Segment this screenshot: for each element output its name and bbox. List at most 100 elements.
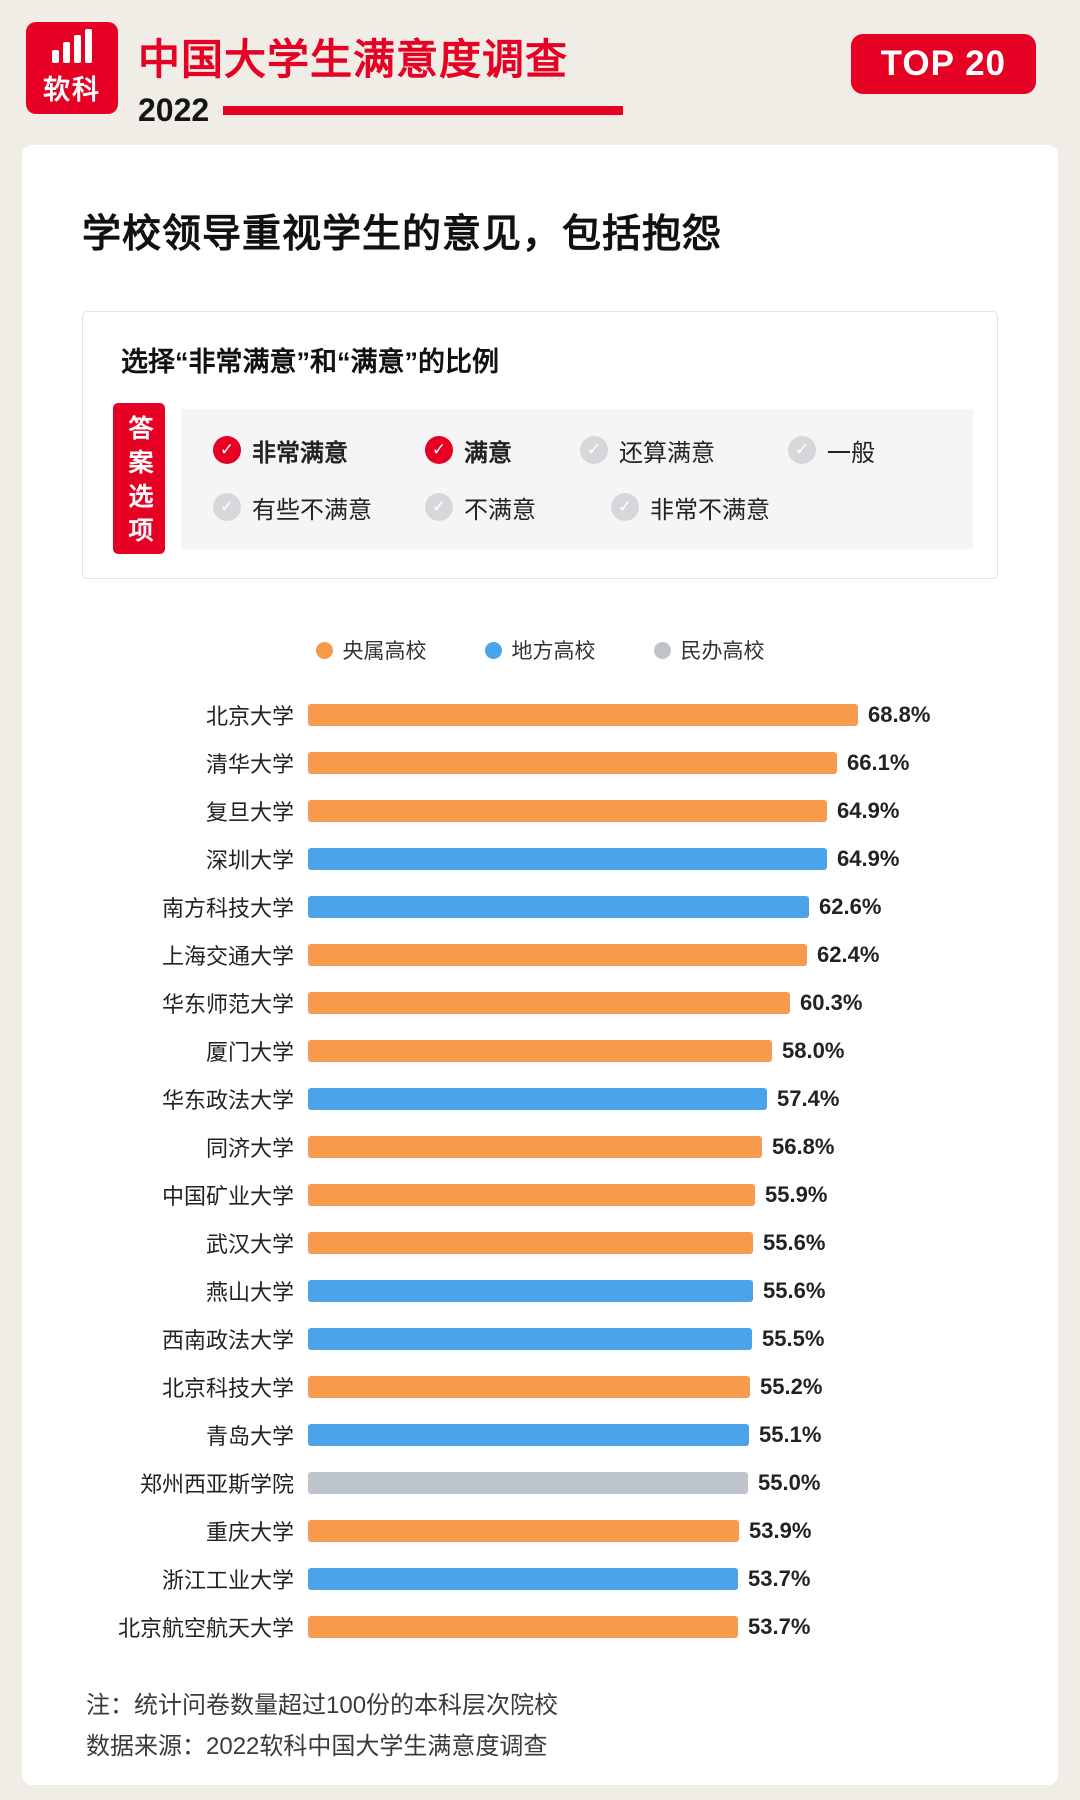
value-label: 60.3% <box>800 990 863 1015</box>
university-label: 燕山大学 <box>205 1280 294 1305</box>
bar-row: 北京科技大学 55.2% <box>82 1363 998 1411</box>
value-label: 55.1% <box>759 1422 822 1447</box>
legend-item: 央属高校 <box>315 635 427 665</box>
bar-row: 南方科技大学 62.6% <box>82 883 998 931</box>
bar-row: 华东政法大学 57.4% <box>82 1075 998 1123</box>
option-label: 有些不满意 <box>252 496 372 524</box>
bar-row: 重庆大学 53.9% <box>82 1507 998 1555</box>
checkmark-icon: ✓ <box>788 436 816 464</box>
bar-row: 青岛大学 55.1% <box>82 1411 998 1459</box>
bar-track: 55.5% <box>308 1326 998 1352</box>
university-label: 郑州西亚斯学院 <box>139 1472 294 1497</box>
value-bar <box>308 1136 762 1158</box>
checkmark-icon: ✓ <box>580 436 608 464</box>
value-label: 57.4% <box>777 1086 840 1111</box>
bar-row: 厦门大学 58.0% <box>82 1027 998 1075</box>
option-label: 不满意 <box>464 496 536 524</box>
bar-row: 北京航空航天大学 53.7% <box>82 1603 998 1651</box>
option-label: 非常满意 <box>252 439 348 467</box>
value-bar <box>308 896 809 918</box>
value-bar <box>308 752 837 774</box>
bar-row: 复旦大学 64.9% <box>82 787 998 835</box>
value-bar <box>308 1280 753 1302</box>
bar-chart-logo-icon <box>52 29 92 63</box>
bar-row: 武汉大学 55.6% <box>82 1219 998 1267</box>
bar-track: 53.9% <box>308 1518 998 1544</box>
value-label: 64.9% <box>837 846 900 871</box>
bar-track: 66.1% <box>308 750 998 776</box>
options-row: ✓ 有些不满意 ✓ 不满意 ✓ 非常不满意 <box>213 490 957 525</box>
bar-row: 深圳大学 64.9% <box>82 835 998 883</box>
bar-track: 55.6% <box>308 1230 998 1256</box>
answer-options-panel: ✓ 非常满意 ✓ 满意 ✓ 还算满意 ✓ 一般 ✓ 有些不满意 ✓ 不满意 ✓ 非常不满意 <box>181 408 973 549</box>
value-bar <box>308 704 858 726</box>
value-label: 56.8% <box>772 1134 835 1159</box>
value-label: 55.6% <box>763 1230 826 1255</box>
value-label: 64.9% <box>837 798 900 823</box>
university-label: 清华大学 <box>205 752 294 777</box>
bar-row: 上海交通大学 62.4% <box>82 931 998 979</box>
legend-dot-icon <box>315 641 333 659</box>
title-underline <box>223 106 624 115</box>
option-checked: ✓ 非常满意 <box>213 433 425 468</box>
footnotes: 注：统计问卷数量超过100份的本科层次院校 数据来源：2022软科中国大学生满意… <box>82 1685 998 1767</box>
value-label: 58.0% <box>782 1038 845 1063</box>
checkmark-icon: ✓ <box>425 436 453 464</box>
value-label: 53.7% <box>748 1614 811 1639</box>
value-label: 62.6% <box>819 894 882 919</box>
option-unchecked: ✓ 还算满意 <box>580 433 788 468</box>
content-card: 学校领导重视学生的意见，包括抱怨 选择“非常满意”和“满意”的比例 答案选项 ✓… <box>22 145 1058 1785</box>
value-label: 53.9% <box>749 1518 812 1543</box>
bar-row: 燕山大学 55.6% <box>82 1267 998 1315</box>
checkmark-icon: ✓ <box>213 436 241 464</box>
bar-track: 55.9% <box>308 1182 998 1208</box>
university-label: 厦门大学 <box>205 1040 294 1065</box>
value-bar <box>308 1328 752 1350</box>
university-label: 华东政法大学 <box>161 1088 294 1113</box>
value-bar <box>308 1184 755 1206</box>
university-label: 北京航空航天大学 <box>117 1616 294 1641</box>
value-bar <box>308 1520 739 1542</box>
bar-row: 同济大学 56.8% <box>82 1123 998 1171</box>
value-label: 62.4% <box>817 942 880 967</box>
bar-track: 55.1% <box>308 1422 998 1448</box>
bar-row: 中国矿业大学 55.9% <box>82 1171 998 1219</box>
university-label: 深圳大学 <box>205 848 294 873</box>
bar-track: 60.3% <box>308 990 998 1016</box>
value-label: 53.7% <box>748 1566 811 1591</box>
top20-badge: TOP 20 <box>850 34 1036 94</box>
value-bar <box>308 1568 738 1590</box>
university-label: 中国矿业大学 <box>161 1184 294 1209</box>
note-line: 数据来源：2022软科中国大学生满意度调查 <box>86 1733 548 1760</box>
checkmark-icon: ✓ <box>611 493 639 521</box>
legend-label: 地方高校 <box>511 640 596 663</box>
value-bar <box>308 1232 753 1254</box>
value-label: 55.2% <box>760 1374 823 1399</box>
university-label: 上海交通大学 <box>161 944 294 969</box>
checkmark-icon: ✓ <box>213 493 241 521</box>
question-title: 学校领导重视学生的意见，包括抱怨 <box>82 213 723 256</box>
legend-item: 民办高校 <box>653 635 765 665</box>
university-label: 复旦大学 <box>205 800 294 825</box>
value-bar <box>308 1040 772 1062</box>
bar-row: 浙江工业大学 53.7% <box>82 1555 998 1603</box>
option-label: 一般 <box>827 439 875 467</box>
value-bar <box>308 1376 750 1398</box>
bar-row: 清华大学 66.1% <box>82 739 998 787</box>
header-subtitle-row: 2022 <box>138 92 624 129</box>
bar-chart: 北京大学 68.8% 清华大学 66.1% 复旦大学 64.9% 深圳大学 64.9% 南方科技… <box>82 691 998 1651</box>
survey-year: 2022 <box>138 92 210 128</box>
value-label: 55.0% <box>758 1470 821 1495</box>
note-line: 注：统计问卷数量超过100份的本科层次院校 <box>86 1692 559 1719</box>
bar-track: 55.0% <box>308 1470 998 1496</box>
option-label: 还算满意 <box>619 439 715 467</box>
ruanke-logo: 软科 <box>26 22 118 114</box>
header-title-block: 中国大学生满意度调查 2022 <box>138 22 624 129</box>
university-label: 武汉大学 <box>205 1232 294 1257</box>
bar-track: 68.8% <box>308 702 998 728</box>
bar-track: 64.9% <box>308 798 998 824</box>
bar-track: 55.2% <box>308 1374 998 1400</box>
value-label: 55.6% <box>763 1278 826 1303</box>
value-bar <box>308 944 807 966</box>
logo-text: 软科 <box>43 75 101 105</box>
